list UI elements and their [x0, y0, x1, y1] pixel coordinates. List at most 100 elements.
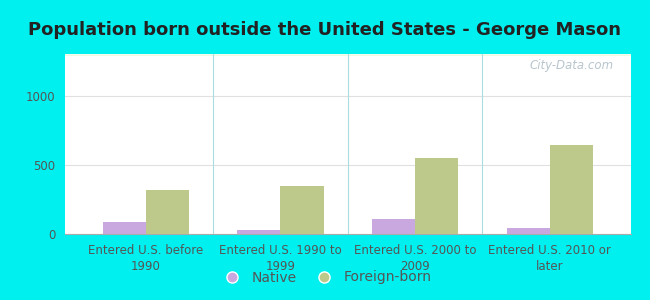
Bar — [65, 54, 630, 55]
Bar — [65, 55, 630, 56]
Bar — [65, 55, 630, 56]
Bar — [65, 54, 630, 55]
Bar — [65, 55, 630, 56]
Bar — [65, 55, 630, 56]
Bar — [65, 54, 630, 55]
Bar — [65, 55, 630, 56]
Bar — [65, 55, 630, 56]
Bar — [65, 55, 630, 56]
Bar — [65, 54, 630, 55]
Bar — [65, 55, 630, 56]
Bar — [65, 55, 630, 56]
Bar — [65, 54, 630, 55]
Bar — [65, 55, 630, 56]
Bar — [65, 54, 630, 55]
Bar — [65, 55, 630, 56]
Bar — [65, 55, 630, 56]
Bar — [65, 54, 630, 55]
Bar — [65, 55, 630, 56]
Bar — [65, 54, 630, 55]
Bar — [65, 55, 630, 56]
Bar — [65, 54, 630, 55]
Bar — [65, 55, 630, 56]
Bar — [65, 54, 630, 55]
Bar — [65, 55, 630, 56]
Bar — [65, 55, 630, 56]
Bar — [65, 54, 630, 55]
Bar — [65, 54, 630, 55]
Bar — [65, 54, 630, 55]
Bar — [65, 54, 630, 55]
Bar — [65, 54, 630, 55]
Bar — [65, 55, 630, 56]
Bar — [65, 54, 630, 55]
Bar — [65, 54, 630, 55]
Bar — [65, 55, 630, 56]
Bar — [65, 54, 630, 55]
Bar — [65, 54, 630, 55]
Bar — [65, 54, 630, 55]
Bar — [65, 55, 630, 56]
Bar — [65, 55, 630, 56]
Bar — [65, 54, 630, 55]
Bar — [65, 54, 630, 55]
Bar — [65, 54, 630, 55]
Bar — [103, 221, 146, 234]
Bar — [65, 55, 630, 56]
Bar — [65, 54, 630, 55]
Bar — [65, 54, 630, 55]
Bar — [65, 55, 630, 56]
Bar — [65, 55, 630, 56]
Bar — [65, 55, 630, 56]
Bar — [65, 54, 630, 55]
Bar — [65, 54, 630, 55]
Bar — [65, 55, 630, 56]
Bar — [550, 146, 593, 234]
Bar — [65, 54, 630, 55]
Bar — [280, 185, 324, 234]
Bar — [65, 54, 630, 55]
Bar — [65, 55, 630, 56]
Bar — [65, 55, 630, 56]
Bar — [146, 190, 189, 234]
Bar — [65, 55, 630, 56]
Bar — [65, 54, 630, 55]
Bar — [65, 54, 630, 55]
Bar — [65, 54, 630, 55]
Bar — [65, 54, 630, 55]
Bar — [65, 55, 630, 56]
Bar — [65, 55, 630, 56]
Bar — [65, 55, 630, 56]
Bar — [65, 54, 630, 55]
Bar — [65, 54, 630, 55]
Bar — [65, 55, 630, 56]
Bar — [65, 55, 630, 56]
Bar — [506, 229, 550, 234]
Bar — [65, 55, 630, 56]
Bar — [65, 55, 630, 56]
Bar — [65, 54, 630, 55]
Bar — [65, 55, 630, 56]
Bar — [65, 55, 630, 56]
Bar — [65, 54, 630, 55]
Bar — [65, 55, 630, 56]
Bar — [65, 55, 630, 56]
Bar — [65, 54, 630, 55]
Bar — [65, 54, 630, 55]
Bar — [65, 55, 630, 56]
Bar — [65, 55, 630, 56]
Bar — [65, 54, 630, 55]
Bar — [65, 55, 630, 56]
Bar — [237, 230, 280, 234]
Bar — [65, 54, 630, 55]
Bar — [65, 55, 630, 56]
Bar — [65, 55, 630, 56]
Bar — [65, 55, 630, 56]
Bar — [65, 55, 630, 56]
Bar — [65, 54, 630, 55]
Bar — [65, 55, 630, 56]
Bar — [65, 54, 630, 55]
Bar — [65, 54, 630, 55]
Bar — [65, 54, 630, 55]
Bar — [65, 55, 630, 56]
